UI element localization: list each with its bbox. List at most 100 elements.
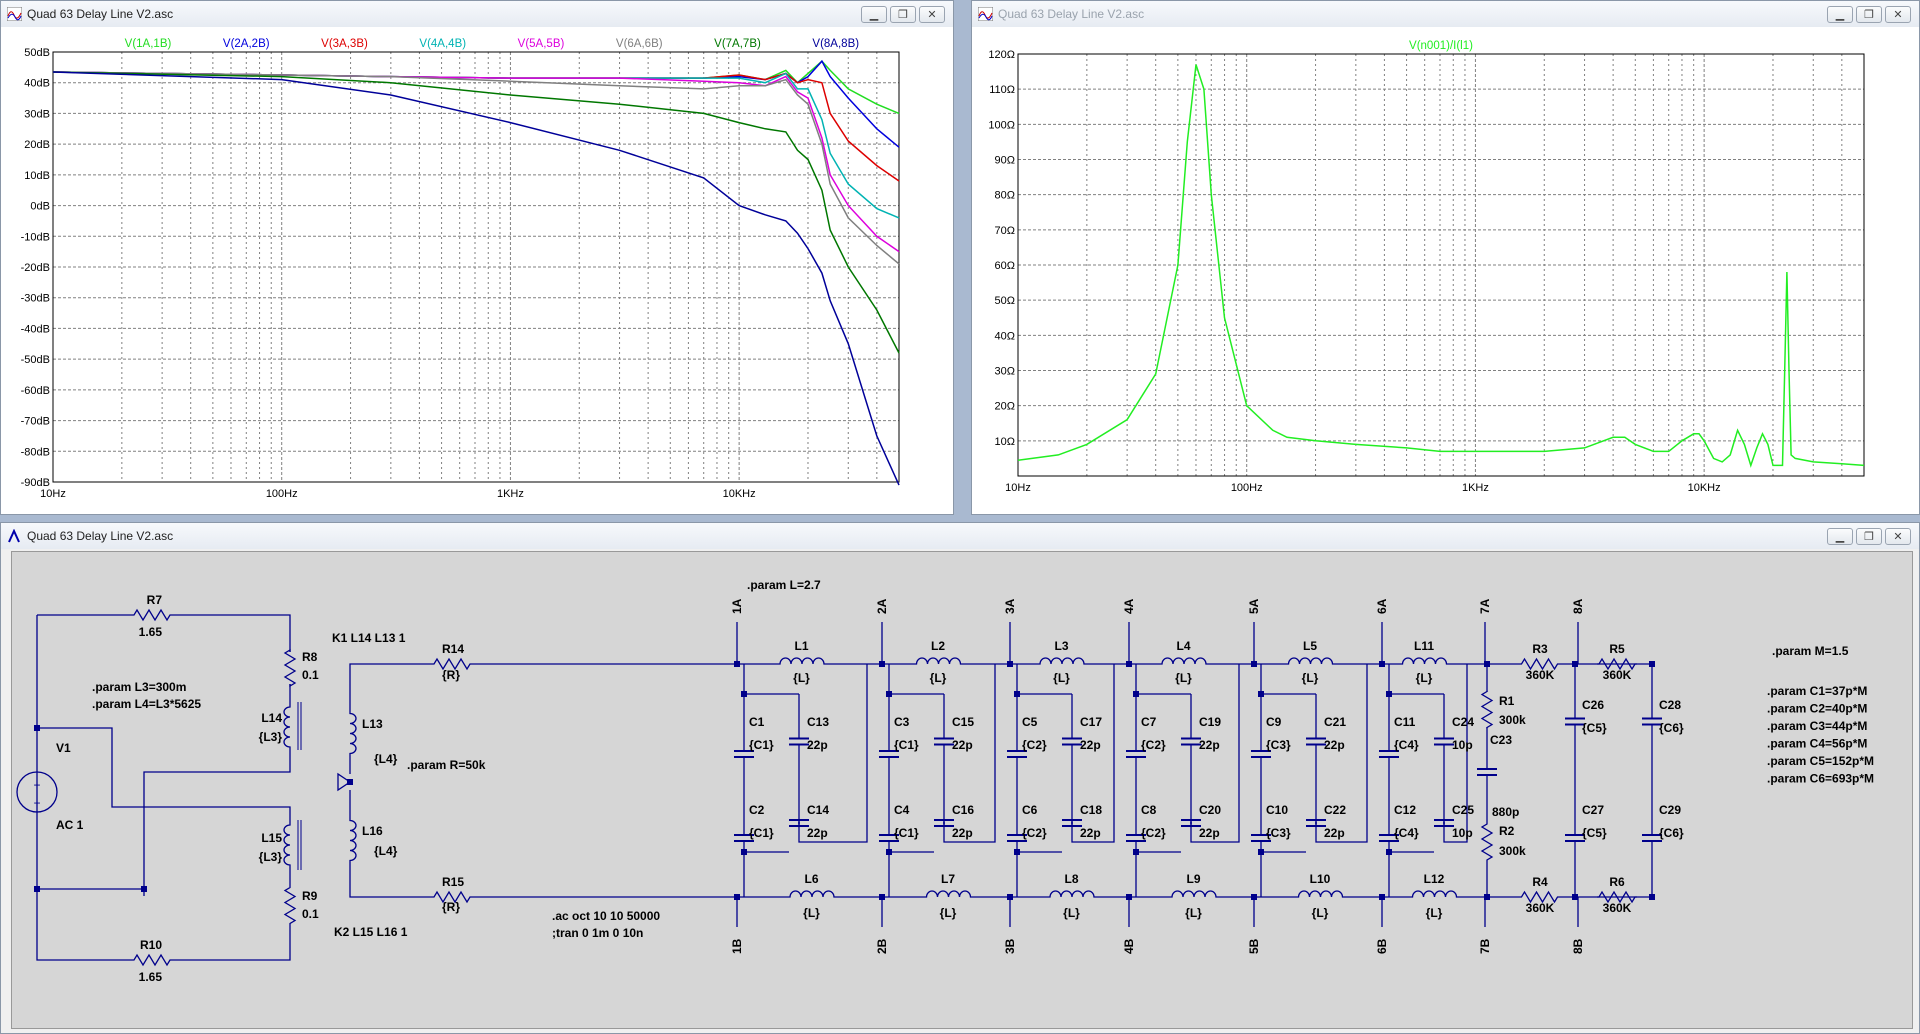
component-ref: L9 <box>1186 872 1200 886</box>
component-value: 10p <box>1452 826 1473 840</box>
y-tick-label: -70dB <box>21 416 50 428</box>
inductor-symbol <box>902 657 975 665</box>
frequency-response-chart[interactable]: 50dB 40dB 30dB 20dB 10dB 0dB -10dB -20dB -30dB -4… <box>1 27 953 514</box>
legend-entry[interactable]: V(7A,7B) <box>714 38 761 50</box>
component-ref: C26 <box>1582 698 1604 712</box>
wire <box>184 924 291 961</box>
restore-button[interactable]: ❐ <box>1856 528 1882 545</box>
net-label[interactable]: 5B <box>1247 938 1261 954</box>
legend-entry[interactable]: V(n001)/I(l1) <box>1409 40 1473 52</box>
plot-pane[interactable]: 120Ω 110Ω 100Ω 90Ω 80Ω 70Ω 60Ω 50Ω 40Ω 30Ω 20Ω 10Ω 1… <box>972 27 1919 514</box>
x-tick-label: 10Hz <box>1005 482 1031 494</box>
restore-button[interactable]: ❐ <box>1856 6 1882 23</box>
minimize-button[interactable]: ▁ <box>1827 528 1853 545</box>
component-ref: C25 <box>1452 803 1474 817</box>
component-value: {C2} <box>1022 738 1047 752</box>
net-label[interactable]: 4B <box>1122 938 1136 954</box>
resistor-symbol <box>1517 657 1562 671</box>
component-ref: L7 <box>941 872 955 886</box>
net-label[interactable]: 2B <box>875 938 889 954</box>
component-value: {L} <box>1185 906 1202 920</box>
legend-entry[interactable]: V(5A,5B) <box>518 38 565 50</box>
analysis-directive: .ac oct 10 10 50000 <box>552 909 660 923</box>
component-ref: C28 <box>1659 698 1681 712</box>
component-value: {C4} <box>1394 826 1419 840</box>
legend-entry[interactable]: V(1A,1B) <box>125 38 172 50</box>
component-ref: L11 <box>1414 639 1434 653</box>
close-button[interactable]: ✕ <box>1885 6 1911 23</box>
net-label[interactable]: 2A <box>875 598 889 614</box>
title-bar[interactable]: Quad 63 Delay Line V2.asc ▁ ❐ ✕ <box>972 1 1919 27</box>
resistor-symbol <box>1597 890 1637 904</box>
close-button[interactable]: ✕ <box>919 6 945 23</box>
schematic-window[interactable]: Quad 63 Delay Line V2.asc ▁ ❐ ✕ R7 1.65 R8… <box>0 522 1920 1034</box>
resistor-symbol <box>1517 890 1562 904</box>
legend-entry[interactable]: V(4A,4B) <box>419 38 466 50</box>
voltage-source-symbol <box>16 771 58 813</box>
minimize-button[interactable]: ▁ <box>1827 6 1853 23</box>
component-value: 22p <box>1080 738 1101 752</box>
schematic-drawing[interactable]: R7 1.65 R8 0.1 L14 {L3} L15 {L3} R9 0.1 R10 1.65 + − V… <box>12 552 1913 1029</box>
net-label[interactable]: 1B <box>730 938 744 954</box>
component-ref: R5 <box>1609 642 1625 656</box>
component-ref: L1 <box>794 639 808 653</box>
y-tick-label: 30dB <box>24 108 50 120</box>
y-tick-label: -40dB <box>21 323 50 335</box>
plot-window-right[interactable]: Quad 63 Delay Line V2.asc ▁ ❐ ✕ 120Ω 110Ω… <box>971 0 1920 515</box>
legend-entry[interactable]: V(2A,2B) <box>223 38 270 50</box>
waveform-app-icon <box>7 7 22 21</box>
net-label[interactable]: 3B <box>1003 938 1017 954</box>
component-value: {C1} <box>749 738 774 752</box>
net-label[interactable]: 6B <box>1375 938 1389 954</box>
inductor-symbol <box>283 702 291 752</box>
series-line-V(8A,8B) <box>52 71 900 486</box>
wire <box>798 664 868 843</box>
net-label[interactable]: 6A <box>1375 598 1389 614</box>
plot-window-left[interactable]: Quad 63 Delay Line V2.asc ▁ ❐ ✕ 50dB 40dB… <box>0 0 954 515</box>
component-value: 22p <box>952 738 973 752</box>
ground-symbol <box>337 772 352 792</box>
schematic-canvas[interactable]: R7 1.65 R8 0.1 L14 {L3} L15 {L3} R9 0.1 R10 1.65 + − V… <box>11 551 1913 1029</box>
component-value: {L3} <box>259 850 283 864</box>
series-line-V(6A,6B) <box>52 71 900 265</box>
schematic-app-icon <box>8 529 20 543</box>
title-bar[interactable]: Quad 63 Delay Line V2.asc ▁ ❐ ✕ <box>1 523 1919 549</box>
restore-button[interactable]: ❐ <box>890 6 916 23</box>
resistor-symbol <box>283 648 297 688</box>
net-label[interactable]: 1A <box>730 598 744 614</box>
net-label[interactable]: 7B <box>1478 938 1492 954</box>
component-ref: C13 <box>807 715 829 729</box>
legend-entry[interactable]: V(8A,8B) <box>812 38 859 50</box>
component-ref: C9 <box>1266 715 1282 729</box>
component-ref: C29 <box>1659 803 1681 817</box>
net-label[interactable]: 7A <box>1478 598 1492 614</box>
net-label[interactable]: 4A <box>1122 598 1136 614</box>
plot-pane[interactable]: 50dB 40dB 30dB 20dB 10dB 0dB -10dB -20dB -30dB -4… <box>1 27 953 514</box>
resistor-symbol <box>422 657 482 671</box>
legend-entry[interactable]: V(6A,6B) <box>616 38 663 50</box>
legend-entry[interactable]: V(3A,3B) <box>321 38 368 50</box>
net-label[interactable]: 8B <box>1571 938 1585 954</box>
net-label[interactable]: 8A <box>1571 598 1585 614</box>
component-value: {C1} <box>749 826 774 840</box>
component-ref: C20 <box>1199 803 1221 817</box>
component-value: 1.65 <box>139 970 163 984</box>
component-ref: R4 <box>1532 875 1548 889</box>
component-ref: C18 <box>1080 803 1102 817</box>
window-title: Quad 63 Delay Line V2.asc <box>998 7 1145 21</box>
net-label[interactable]: 5A <box>1247 598 1261 614</box>
inductor-symbol <box>349 710 357 757</box>
component-value: {L} <box>803 906 820 920</box>
net-label[interactable]: 3A <box>1003 598 1017 614</box>
component-value: 22p <box>1199 826 1220 840</box>
component-ref: R8 <box>302 650 318 664</box>
param-directive: .param L4=L3*5625 <box>92 697 201 711</box>
junction <box>1572 894 1578 900</box>
minimize-button[interactable]: ▁ <box>861 6 887 23</box>
impedance-chart[interactable]: 120Ω 110Ω 100Ω 90Ω 80Ω 70Ω 60Ω 50Ω 40Ω 30Ω 20Ω 10Ω 1… <box>972 27 1919 514</box>
component-ref: C3 <box>894 715 910 729</box>
x-tick-label: 1KHz <box>497 488 524 500</box>
close-button[interactable]: ✕ <box>1885 528 1911 545</box>
title-bar[interactable]: Quad 63 Delay Line V2.asc ▁ ❐ ✕ <box>1 1 953 27</box>
component-ref: R6 <box>1609 875 1625 889</box>
